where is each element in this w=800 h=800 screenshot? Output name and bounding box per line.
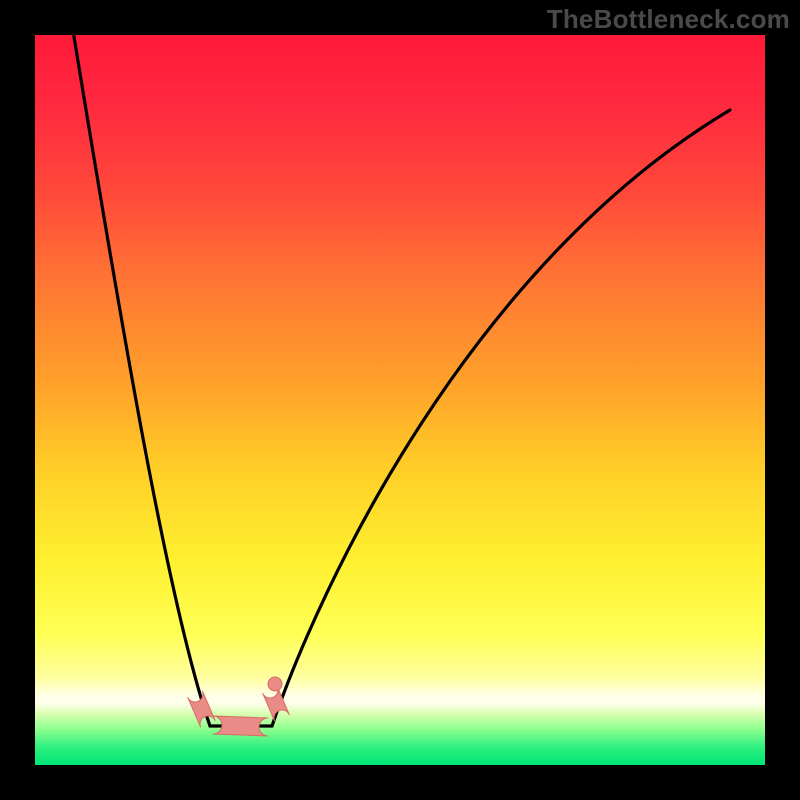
- optimal-region-dot: [268, 677, 282, 691]
- chart-stage: TheBottleneck.com: [0, 0, 800, 800]
- bottleneck-curve-chart: [0, 0, 800, 800]
- watermark-text: TheBottleneck.com: [547, 4, 790, 35]
- plot-gradient-background: [35, 35, 765, 765]
